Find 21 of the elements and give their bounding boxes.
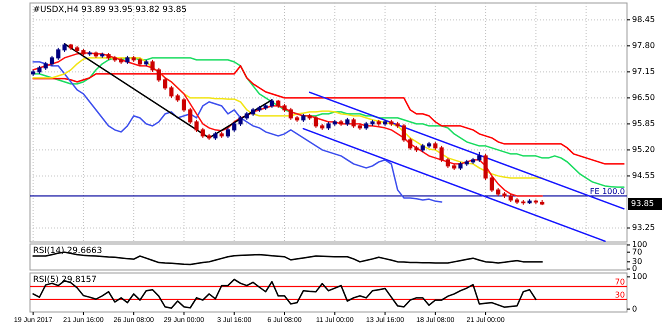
y-tick-label: 0 xyxy=(632,264,638,274)
y-tick-label: 0 xyxy=(632,304,638,314)
y-tick-label: 95.85 xyxy=(632,119,655,128)
y-tick-label: 30 xyxy=(632,257,642,266)
ref-line-label: 30 xyxy=(614,290,625,300)
y-tick-label: 97.80 xyxy=(632,41,655,50)
y-tick-label: 93.25 xyxy=(632,223,655,232)
y-tick-label: 95.20 xyxy=(632,145,655,154)
text: 93.85 xyxy=(631,199,654,208)
y-tick-label: 100 xyxy=(632,240,648,250)
ref-line-label: 70 xyxy=(614,278,625,287)
y-tick-label: 94.55 xyxy=(632,171,655,180)
chart-title: RSI(5) 29.8157 xyxy=(33,275,97,285)
y-tick-label: 100 xyxy=(632,272,648,282)
y-tick-label: 70 xyxy=(632,247,642,256)
y-tick-label: 97.15 xyxy=(632,67,655,76)
ref-line-label: FE 100.0 xyxy=(590,186,625,196)
chart-title: #USDX,H4 93.89 93.95 93.82 93.85 xyxy=(33,5,187,15)
y-tick-label: 96.50 xyxy=(632,93,655,102)
y-tick-label: 98.45 xyxy=(632,15,655,24)
chart-title: RSI(14) 29.6663 xyxy=(33,246,102,256)
